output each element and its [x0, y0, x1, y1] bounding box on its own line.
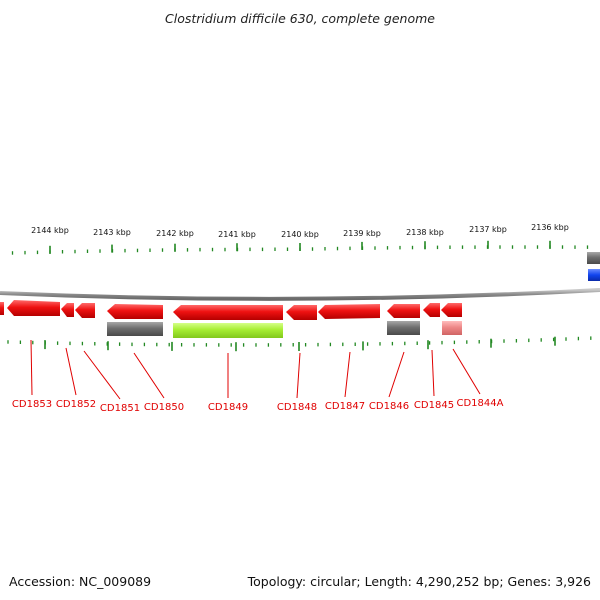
gene-label[interactable]: CD1846: [369, 401, 409, 412]
feature-box-gray[interactable]: [107, 322, 163, 336]
gene-arrow[interactable]: [0, 302, 4, 315]
gene-arrow-cd1849[interactable]: [173, 305, 283, 320]
genome-backbone: [0, 288, 600, 301]
gene-arrow-cd1851[interactable]: [75, 303, 95, 318]
leader-line: [296, 352, 301, 399]
feature-box-pink[interactable]: [442, 321, 462, 335]
right-edge-blue-feature: [588, 269, 600, 281]
gene-label[interactable]: CD1844A: [457, 398, 504, 409]
gene-arrow-cd1847[interactable]: [318, 304, 380, 319]
accession-text: Accession: NC_009089: [9, 574, 152, 589]
kbp-label: 2140 kbp: [281, 230, 319, 239]
leader-line: [83, 350, 121, 400]
kbp-label: 2143 kbp: [93, 228, 131, 237]
genome-stats-text: Topology: circular; Length: 4,290,252 bp…: [247, 574, 591, 589]
leader-line: [344, 351, 351, 398]
lower-tick-track: [7, 336, 592, 352]
gene-arrow-track: [0, 300, 462, 320]
leader-line: [133, 352, 165, 399]
leader-line: [388, 351, 405, 398]
gene-arrow-cd1852[interactable]: [61, 303, 74, 317]
kbp-label-group: 2144 kbp 2143 kbp 2142 kbp 2141 kbp 2140 kbp…: [31, 223, 569, 239]
kbp-label: 2137 kbp: [469, 225, 507, 234]
right-edge-gray-feature: [587, 252, 600, 264]
kbp-label: 2141 kbp: [218, 230, 256, 239]
feature-box-track: [107, 321, 462, 338]
leader-line: [65, 347, 77, 396]
gene-arrow-cd1853[interactable]: [7, 300, 60, 316]
gene-label[interactable]: CD1851: [100, 403, 140, 414]
gene-label[interactable]: CD1849: [208, 402, 248, 413]
gene-label[interactable]: CD1847: [325, 401, 365, 412]
kbp-label: 2138 kbp: [406, 228, 444, 237]
gene-label[interactable]: CD1850: [144, 402, 184, 413]
kbp-label: 2136 kbp: [531, 223, 569, 232]
leader-line: [431, 349, 435, 397]
leader-line: [452, 348, 481, 395]
kbp-label: 2139 kbp: [343, 229, 381, 238]
gene-label[interactable]: CD1848: [277, 402, 317, 413]
map-title: Clostridium difficile 630, complete geno…: [165, 11, 435, 26]
gene-arrow-cd1846[interactable]: [387, 304, 420, 318]
kbp-label: 2144 kbp: [31, 226, 69, 235]
upper-tick-track: [11, 240, 589, 255]
gene-label[interactable]: CD1853: [12, 399, 52, 410]
gene-label-group: CD1853 CD1852 CD1851 CD1850 CD1849 CD1848 CD18…: [12, 398, 504, 414]
gene-arrow-cd1850[interactable]: [107, 304, 163, 319]
gene-label[interactable]: CD1852: [56, 399, 96, 410]
gene-label[interactable]: CD1845: [414, 400, 454, 411]
kbp-label: 2142 kbp: [156, 229, 194, 238]
leader-line-group: [30, 339, 481, 400]
gene-arrow-cd1848[interactable]: [286, 305, 317, 320]
leader-line: [30, 339, 33, 396]
feature-box-green[interactable]: [173, 323, 283, 338]
gene-arrow-cd1844a[interactable]: [441, 303, 462, 317]
gene-arrow-cd1845[interactable]: [423, 303, 440, 317]
feature-box-gray[interactable]: [387, 321, 420, 335]
